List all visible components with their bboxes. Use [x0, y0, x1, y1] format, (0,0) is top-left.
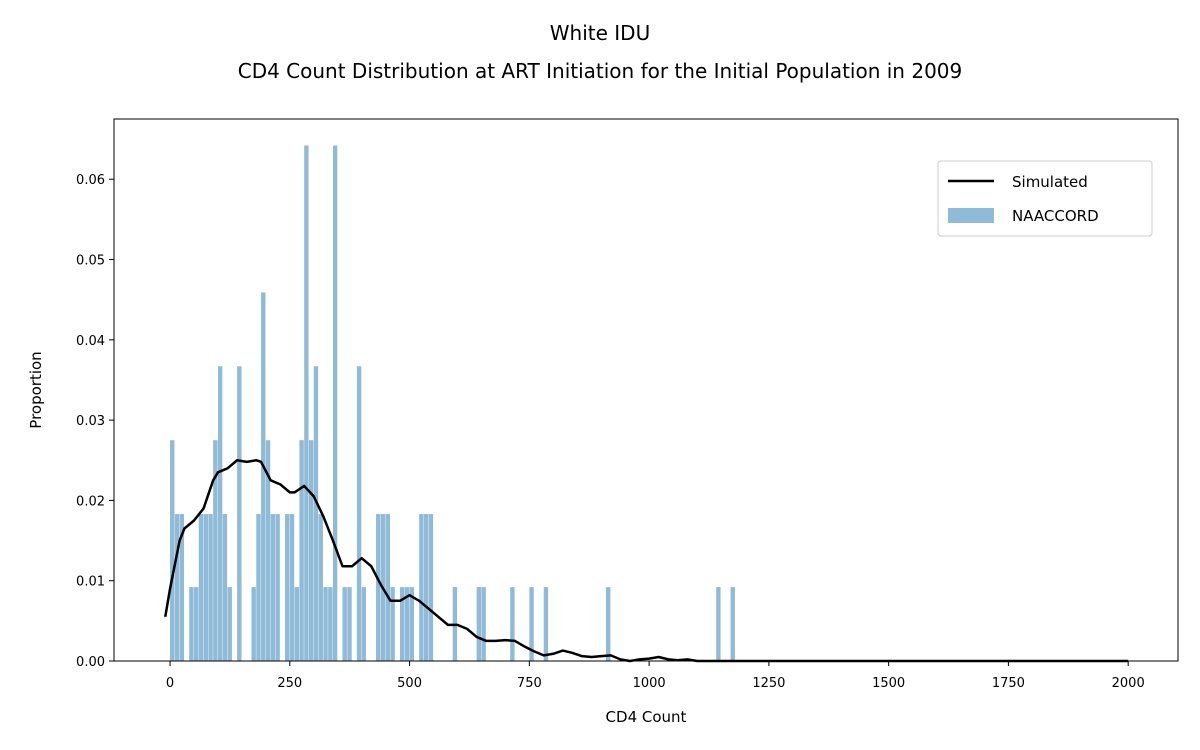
- y-tick-label: 0.03: [76, 414, 105, 429]
- x-tick-label: 500: [397, 676, 422, 691]
- histogram-bar: [543, 587, 549, 661]
- chart-title: White IDU: [550, 21, 650, 45]
- histogram-bar: [308, 440, 314, 661]
- histogram-bar: [170, 440, 175, 661]
- histogram-bar: [313, 366, 319, 661]
- histogram-bar: [194, 587, 199, 661]
- histogram-bar: [208, 514, 213, 661]
- y-axis-label: Proportion: [27, 351, 45, 428]
- histogram-bar: [529, 587, 534, 661]
- histogram-bar: [270, 514, 276, 661]
- histogram-bar: [203, 514, 208, 661]
- histogram-bar: [265, 440, 271, 661]
- histogram-bar: [385, 514, 391, 661]
- x-tick-label: 1500: [872, 676, 905, 691]
- histogram-bar: [289, 514, 295, 661]
- histogram-bar: [299, 440, 304, 661]
- y-tick-label: 0.02: [76, 494, 105, 509]
- histogram-bar: [213, 440, 218, 661]
- histogram-bar: [356, 366, 362, 661]
- histogram-bar: [318, 514, 323, 661]
- histogram-bar: [390, 587, 395, 661]
- chart-subtitle: CD4 Count Distribution at ART Initiation…: [238, 59, 963, 83]
- histogram-bar: [261, 292, 266, 661]
- histogram-bar: [342, 587, 347, 661]
- legend: Simulated NAACCORD: [937, 160, 1153, 237]
- y-tick-label: 0.04: [76, 334, 105, 349]
- y-tick-label: 0.06: [76, 173, 105, 188]
- histogram-bar: [481, 587, 486, 661]
- histogram-bar: [428, 514, 434, 661]
- histogram-bar: [275, 514, 280, 661]
- histogram-bar: [217, 366, 223, 661]
- histogram-bar: [256, 514, 261, 661]
- legend-label: NAACCORD: [1012, 207, 1099, 225]
- histogram-bar: [361, 587, 367, 661]
- legend-label: Simulated: [1012, 173, 1088, 191]
- histogram-bar: [400, 587, 405, 661]
- histogram-bar: [328, 587, 333, 661]
- y-tick-label: 0.05: [76, 254, 105, 269]
- histogram-bar: [198, 514, 204, 661]
- x-axis-label: CD4 Count: [606, 708, 687, 726]
- x-tick-label: 750: [517, 676, 542, 691]
- histogram-bar: [222, 514, 228, 661]
- histogram-bar: [347, 587, 352, 661]
- plot-frame: [113, 118, 1179, 662]
- histogram-bar: [404, 587, 410, 661]
- x-tick-label: 1000: [633, 676, 666, 691]
- histogram-bar: [730, 587, 735, 661]
- histogram-bar: [376, 514, 381, 661]
- histogram-bar: [323, 587, 328, 661]
- histogram-bar: [409, 587, 414, 661]
- y-tick-label: 0.00: [76, 655, 105, 670]
- line: [164, 459, 1129, 663]
- x-tick-label: 1250: [752, 676, 785, 691]
- histogram-bar: [605, 587, 611, 661]
- legend-swatch: [948, 208, 994, 223]
- histogram-bar: [423, 514, 429, 661]
- histogram-bar: [476, 587, 482, 661]
- histogram-bar: [189, 587, 194, 661]
- histogram-bar: [174, 514, 180, 661]
- histogram-bar: [419, 514, 424, 661]
- histogram-bar: [332, 145, 338, 661]
- x-tick-label: 0: [166, 676, 174, 691]
- histogram-bar: [227, 587, 232, 661]
- histogram-bar: [716, 587, 721, 661]
- histogram-bar: [237, 366, 242, 661]
- histogram-bar: [510, 587, 515, 661]
- histogram-bar: [304, 145, 309, 661]
- histogram-bar: [294, 587, 299, 661]
- histogram-bar: [251, 587, 256, 661]
- y-tick-label: 0.01: [76, 575, 105, 590]
- x-tick-label: 250: [277, 676, 302, 691]
- x-tick-label: 2000: [1112, 676, 1145, 691]
- histogram-bar: [285, 514, 290, 661]
- x-tick-label: 1750: [992, 676, 1025, 691]
- histogram-bar: [179, 514, 185, 661]
